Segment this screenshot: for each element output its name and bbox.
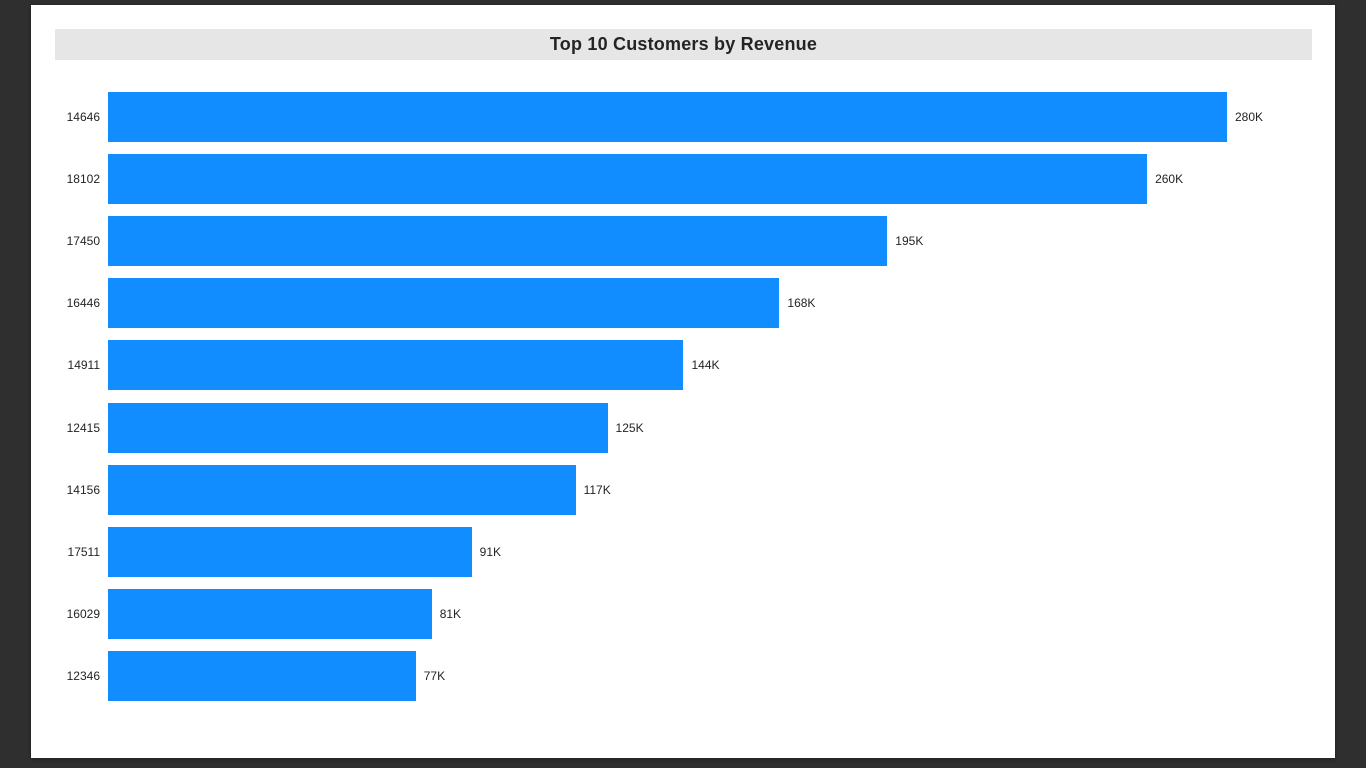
bar[interactable]	[108, 340, 684, 391]
bar-track: 260K	[108, 154, 1227, 205]
bar-track: 168K	[108, 278, 1227, 329]
y-axis-label: 14156	[66, 482, 100, 497]
y-axis-label: 14646	[66, 110, 100, 125]
bar-track: 125K	[108, 402, 1227, 453]
y-axis-label: 12415	[66, 420, 100, 435]
bar-row: 14911 144K	[31, 334, 1335, 396]
y-axis-label: 17450	[66, 234, 100, 249]
chart-title: Top 10 Customers by Revenue	[549, 34, 818, 54]
bar[interactable]	[108, 154, 1148, 205]
data-label: 91K	[479, 544, 502, 559]
bar[interactable]	[108, 216, 888, 267]
data-label: 125K	[615, 420, 644, 435]
data-label: 260K	[1155, 172, 1184, 187]
bar-row: 17450 195K	[31, 210, 1335, 272]
bar-track: 91K	[108, 526, 1227, 577]
bar[interactable]	[108, 92, 1227, 143]
bar[interactable]	[108, 526, 472, 577]
bar-row: 18102 260K	[31, 148, 1335, 210]
y-axis-label: 16446	[66, 296, 100, 311]
bar-track: 117K	[108, 464, 1227, 515]
bar-track: 81K	[108, 588, 1227, 639]
bar-chart: 14646 280K 18102 260K 17450 195K 16446 168K 1491…	[31, 86, 1335, 707]
data-label: 144K	[691, 358, 720, 373]
bar-row: 12346 77K	[31, 645, 1335, 707]
bar-row: 16029 81K	[31, 583, 1335, 645]
data-label: 81K	[439, 606, 462, 621]
bar[interactable]	[108, 402, 608, 453]
y-axis-label: 12346	[66, 668, 100, 683]
bar-row: 16446 168K	[31, 272, 1335, 334]
bar[interactable]	[108, 278, 780, 329]
bar-row: 17511 91K	[31, 521, 1335, 583]
data-label: 195K	[895, 234, 924, 249]
bar[interactable]	[108, 650, 416, 701]
y-axis-label: 14911	[67, 358, 100, 373]
bar-track: 195K	[108, 216, 1227, 267]
bar[interactable]	[108, 588, 432, 639]
bar-track: 77K	[108, 650, 1227, 701]
bar[interactable]	[108, 464, 576, 515]
report-canvas: Top 10 Customers by Revenue 14646 280K 181…	[31, 5, 1335, 758]
bar-row: 14646 280K	[31, 86, 1335, 148]
y-axis-label: 16029	[66, 606, 100, 621]
data-label: 168K	[787, 296, 816, 311]
data-label: 280K	[1235, 110, 1264, 125]
chart-title-bar: Top 10 Customers by Revenue	[55, 29, 1312, 60]
y-axis-label: 17511	[67, 544, 100, 559]
bar-track: 144K	[108, 340, 1227, 391]
data-label: 117K	[583, 482, 611, 497]
data-label: 77K	[423, 668, 446, 683]
bar-row: 14156 117K	[31, 459, 1335, 521]
y-axis-label: 18102	[66, 172, 100, 187]
bar-row: 12415 125K	[31, 396, 1335, 458]
bar-track: 280K	[108, 92, 1263, 143]
